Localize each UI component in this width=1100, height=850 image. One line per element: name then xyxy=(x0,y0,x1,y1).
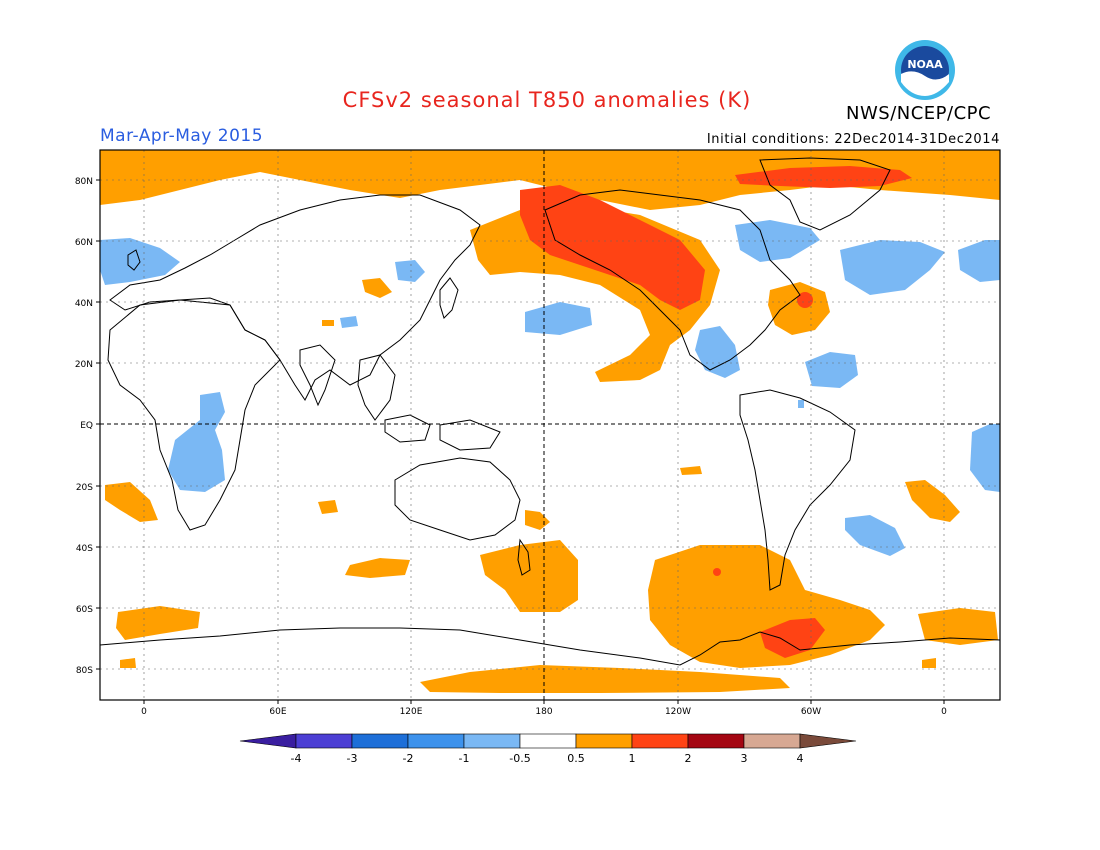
colorbar-label: -2 xyxy=(403,752,414,765)
lon-label: 60E xyxy=(269,707,286,717)
lat-label: 20N xyxy=(75,360,93,370)
colorbar-label: 3 xyxy=(741,752,748,765)
lat-label: 80N xyxy=(75,177,93,187)
initial-conditions: Initial conditions: 22Dec2014-31Dec2014 xyxy=(706,132,1000,147)
colorbar-segment xyxy=(519,733,577,749)
colorbar-segment xyxy=(351,733,409,749)
colorbar-label: 1 xyxy=(629,752,636,765)
lon-label: 0 xyxy=(141,707,147,717)
equator-dateline xyxy=(100,150,1000,700)
noaa-logo: NOAA xyxy=(895,40,955,100)
gridlines xyxy=(100,150,1000,700)
lon-label: 60W xyxy=(801,707,821,717)
longitude-axis: 0 60E 120E 180 120W 60W 0 xyxy=(141,700,947,717)
colorbar-label: 0.5 xyxy=(567,752,585,765)
lat-label: 40S xyxy=(76,544,93,554)
svg-text:NOAA: NOAA xyxy=(907,58,943,71)
lat-label: 60S xyxy=(76,605,93,615)
map-frame xyxy=(99,149,1001,701)
colorbar-label: -4 xyxy=(291,752,302,765)
colorbar-label: -3 xyxy=(347,752,358,765)
lat-label: 20S xyxy=(76,483,93,493)
colorbar: -4 -3 -2 -1 -0.5 0.5 1 2 3 4 xyxy=(239,733,857,765)
colorbar-segment xyxy=(743,733,801,749)
lat-label: EQ xyxy=(80,421,93,431)
latitude-axis: 80N 60N 40N 20N EQ 20S 40S 60S 80S xyxy=(75,177,100,676)
colorbar-segment xyxy=(575,733,633,749)
lat-label: 60N xyxy=(75,238,93,248)
anomaly-shading xyxy=(100,150,1000,693)
lat-label: 80S xyxy=(76,666,93,676)
colorbar-segment xyxy=(295,733,353,749)
lat-label: 40N xyxy=(75,299,93,309)
lon-label: 180 xyxy=(535,707,552,717)
colorbar-label: -0.5 xyxy=(509,752,530,765)
colorbar-label: 2 xyxy=(685,752,692,765)
map-title: CFSv2 seasonal T850 anomalies (K) xyxy=(342,88,752,112)
colorbar-label: 4 xyxy=(797,752,804,765)
agency-label: NWS/NCEP/CPC xyxy=(846,103,992,124)
colorbar-label: -1 xyxy=(459,752,470,765)
lon-label: 120E xyxy=(400,707,423,717)
lon-label: 0 xyxy=(941,707,947,717)
lon-label: 120W xyxy=(665,707,691,717)
colorbar-segment xyxy=(687,733,745,749)
forecast-period: Mar-Apr-May 2015 xyxy=(100,126,264,146)
colorbar-segment xyxy=(799,733,857,749)
coastlines xyxy=(99,157,1001,666)
colorbar-segment xyxy=(631,733,689,749)
colorbar-segment xyxy=(239,733,297,749)
colorbar-segment xyxy=(407,733,465,749)
colorbar-segment xyxy=(463,733,521,749)
